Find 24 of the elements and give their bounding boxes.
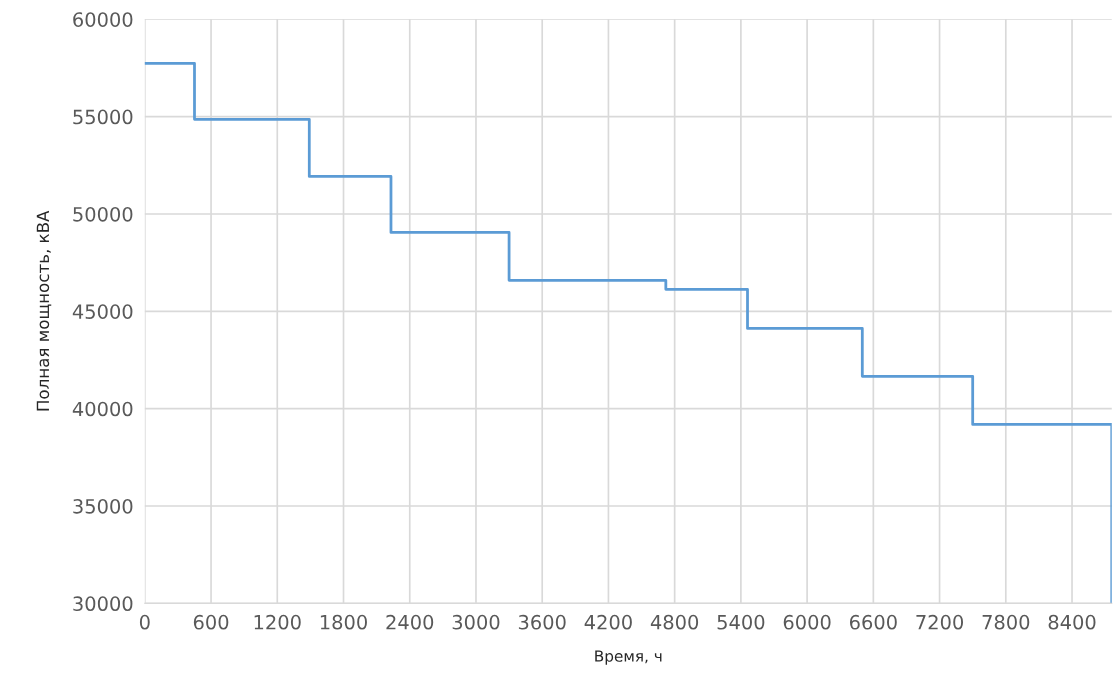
x-tick-label: 8400 — [1048, 614, 1096, 630]
y-tick-label: 40000 — [72, 401, 133, 417]
y-tick-label: 50000 — [73, 206, 133, 222]
y-axis-title: Полная мощность, кВА — [36, 210, 52, 411]
y-tick-label: 30000 — [73, 596, 133, 612]
x-tick-label: 0 — [139, 614, 150, 630]
y-tick-label: 45000 — [72, 304, 133, 319]
y-tick-label: 60000 — [73, 12, 133, 27]
x-tick-label: 6600 — [849, 614, 897, 630]
x-tick-label: 5400 — [717, 614, 765, 630]
x-tick-label: 7800 — [982, 614, 1030, 630]
x-tick-label: 1800 — [320, 614, 367, 630]
x-tick-label: 4200 — [584, 614, 632, 630]
x-tick-label: 4800 — [650, 614, 699, 630]
x-tick-label: 1200 — [254, 614, 301, 630]
x-tick-label: 2400 — [386, 614, 434, 630]
x-tick-label: 600 — [193, 614, 229, 630]
x-tick-label: 6000 — [783, 614, 831, 630]
x-axis-title: Время, ч — [595, 650, 662, 665]
x-tick-label: 3000 — [452, 614, 500, 630]
y-tick-label: 35000 — [73, 498, 133, 514]
y-tick-label: 55000 — [73, 109, 133, 125]
x-tick-label: 3600 — [518, 614, 566, 630]
x-tick-label: 7200 — [916, 614, 964, 630]
